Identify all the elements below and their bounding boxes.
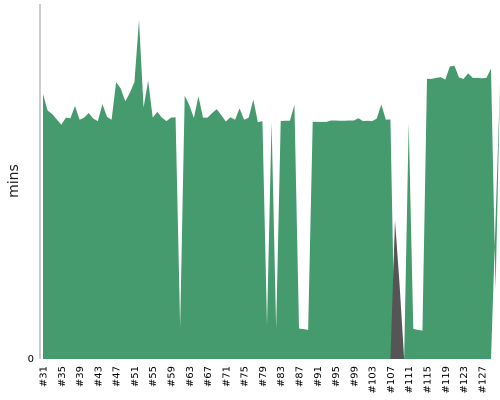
x-tick-labels: #31 #35 #39 #43 #47 #51 #55 #59 #63 #67 #71 #75 #79 #…: [39, 366, 489, 393]
x-tick-label: #67: [203, 366, 214, 387]
x-tick-label: #95: [331, 366, 342, 387]
x-tick-label: #43: [93, 366, 104, 387]
x-tick-label: #91: [313, 366, 324, 387]
x-tick-label: #83: [276, 366, 287, 387]
x-tick-label: #79: [258, 366, 269, 387]
x-tick-label: #99: [349, 366, 360, 387]
x-tick-label: #107: [386, 366, 397, 393]
x-tick-label: #31: [39, 366, 50, 387]
x-tick-label: #127: [477, 366, 488, 393]
x-tick-label: #47: [112, 366, 123, 387]
series-0-area: [43, 19, 500, 359]
x-tick-label: #59: [167, 366, 178, 387]
x-tick-label: #111: [404, 366, 415, 393]
x-tick-label: #115: [423, 366, 434, 393]
x-tick-label: #51: [130, 366, 141, 387]
x-tick-label: #87: [295, 366, 306, 387]
x-tick-label: #103: [368, 366, 379, 393]
y-tick-label-0: 0: [28, 354, 34, 365]
x-tick-label: #63: [185, 366, 196, 387]
x-tick-label: #123: [459, 366, 470, 393]
x-tick-label: #75: [240, 366, 251, 387]
series-layer: [43, 19, 500, 359]
y-axis-title: mins: [6, 164, 22, 198]
x-tick-label: #119: [441, 366, 452, 393]
x-tick-label: #55: [148, 366, 159, 387]
x-tick-label: #39: [75, 366, 86, 387]
x-tick-label: #35: [57, 366, 68, 387]
x-tick-label: #71: [221, 366, 232, 387]
